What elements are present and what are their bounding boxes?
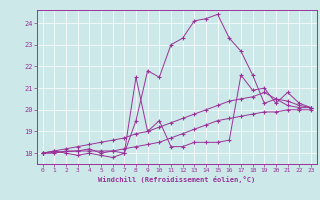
X-axis label: Windchill (Refroidissement éolien,°C): Windchill (Refroidissement éolien,°C) [98,176,255,183]
